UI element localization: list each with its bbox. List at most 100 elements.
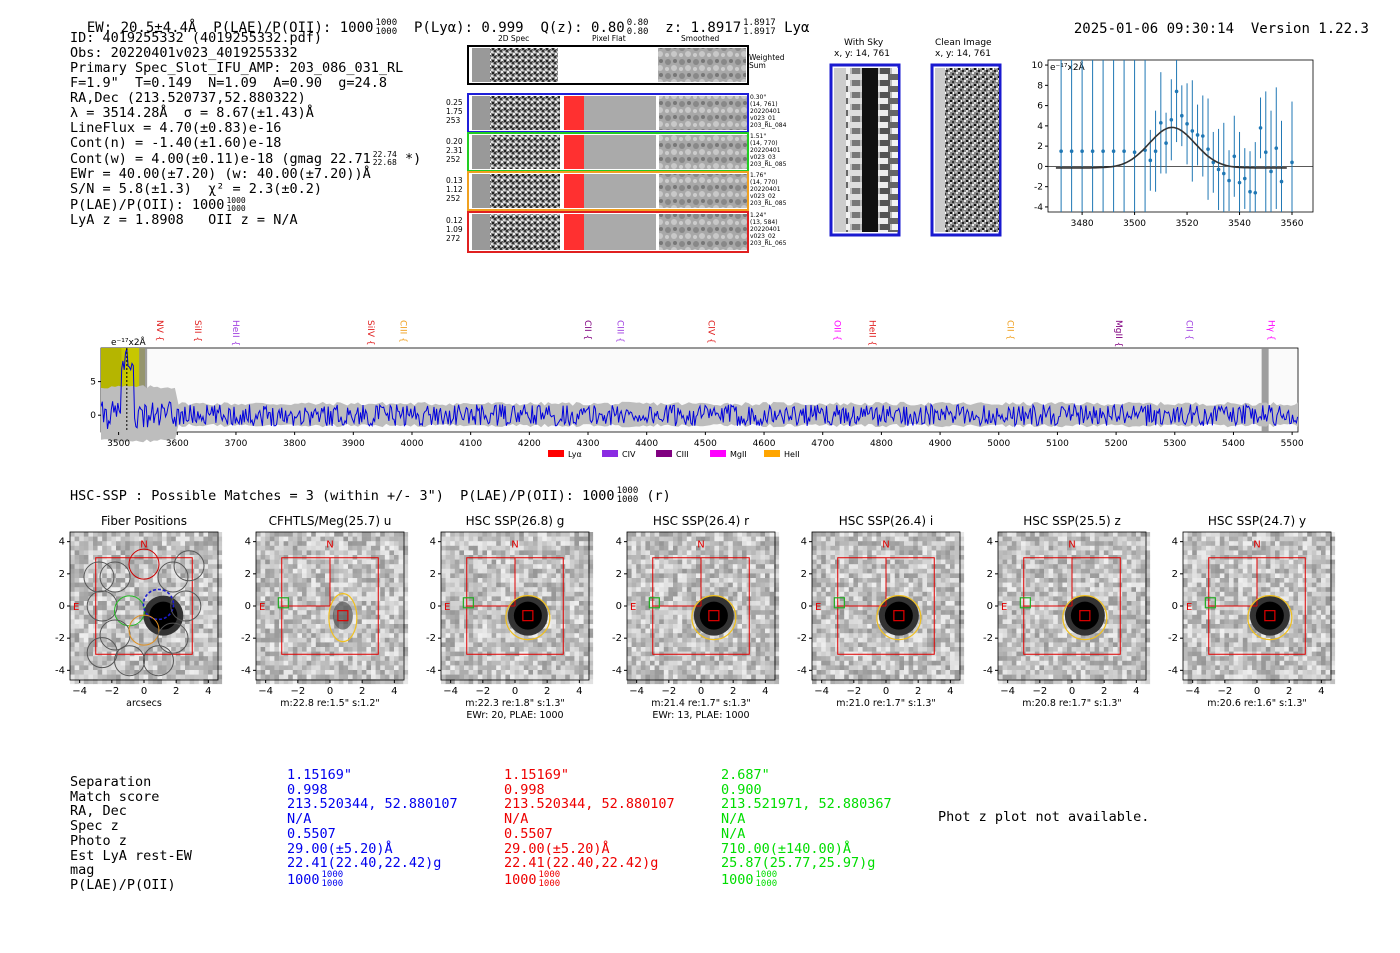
hsc-fiber-circle	[170, 590, 202, 622]
hsc-target-marker	[1264, 610, 1276, 622]
hsc-ytick-label: -2	[55, 633, 65, 644]
hsc-ytick-label: -2	[1168, 633, 1178, 644]
with-sky-image	[829, 63, 901, 237]
hsc-xtick-label: −4	[814, 686, 829, 697]
linefit-xtick-label: 3500	[1123, 219, 1146, 229]
hsc-ytick-label: 4	[430, 537, 436, 548]
cutout-row-left-label: 0.20 2.31 252	[446, 137, 463, 164]
linefit-point	[1237, 180, 1242, 185]
fullspec-line-label: CIII {	[614, 320, 624, 343]
cutout-row-right-label: 0.30" (14, 761) 20220401 v023_01 203_RL_…	[750, 94, 787, 129]
hsc-panel-caption-2: EWr: 13, PLAE: 1000	[652, 710, 749, 721]
hsc-east-label: E	[1186, 602, 1192, 613]
timestamp: 2025-01-06 09:30:14	[1073, 21, 1235, 37]
header-ew: EW: 20.5±4.4Å	[86, 20, 197, 36]
hsc-xtick-label: −2	[475, 686, 490, 697]
hsc-panel-2: HSC SSP(26.8) g N E 4 2 0 -2 -4 −4 −2 0 2 4 m:22.3 re…	[426, 514, 594, 721]
fullspec-xtick-label: 3800	[283, 439, 306, 449]
hsc-ytick-label: 4	[244, 537, 250, 548]
linefit-point	[1153, 149, 1158, 153]
fullspec-xtick-label: 4400	[635, 439, 658, 449]
hsc-galaxy	[332, 601, 353, 630]
hsc-galaxy-core	[699, 601, 728, 630]
fullspec-xtick-label: 4500	[694, 439, 717, 449]
hsc-panel-image	[255, 532, 408, 685]
hsc-xtick-label: −4	[72, 686, 87, 697]
linefit-ytick-label: 4	[1037, 122, 1043, 132]
fullspec-legend-swatch	[710, 450, 727, 457]
hsc-xtick-label: −2	[1217, 686, 1232, 697]
sky-panel: With Sky x, y: 14, 761 Clean Image x, y:…	[826, 38, 1006, 238]
hsc-ytick-label: 0	[801, 601, 807, 612]
match-value: 1000 1000 1000	[721, 869, 778, 889]
cutout-weighted-row	[467, 45, 749, 85]
linefit-point	[1174, 89, 1179, 94]
hsc-aperture-ellipse	[505, 595, 551, 641]
linefit-point	[1216, 167, 1221, 172]
fullspec-legend-swatch	[602, 450, 619, 457]
hsc-xtick-label: −4	[629, 686, 644, 697]
hsc-panel-caption-2: EWr: 20, PLAE: 1000	[466, 710, 563, 721]
fullspec-ytick-label: 0	[90, 411, 96, 421]
fullspec-ytick-label: 5	[90, 378, 96, 388]
hsc-ytick-label: -4	[1168, 665, 1178, 676]
fullspec-xtick-label: 5100	[1046, 439, 1069, 449]
fullspec-masked-band	[1261, 348, 1269, 432]
linefit-point	[1195, 133, 1200, 137]
hsc-green-marker	[462, 597, 474, 609]
linefit-gaussian-curve	[1055, 126, 1287, 169]
info-lineflux: LineFlux = 4.70(±0.83)e-16	[70, 120, 282, 136]
fullspec-xtick-label: 4700	[811, 439, 834, 449]
info-ewr: EWr = 40.00(±7.20) (w: 40.00(±7.20))Å	[70, 166, 371, 182]
hsc-xtick-label: 2	[729, 686, 735, 697]
linefit-ytick-label: -4	[1034, 203, 1043, 213]
hsc-xtick-label: 0	[512, 686, 518, 697]
with-sky-xy: x, y: 14, 761	[834, 49, 890, 59]
linefit-scale-label: e⁻¹⁷x2Å	[1050, 61, 1086, 73]
hsc-ytick-label: 0	[59, 601, 65, 612]
cutout-header-smoothed: Smoothed	[681, 34, 720, 43]
hsc-panel-title: HSC SSP(24.7) y	[1208, 514, 1306, 528]
hsc-ytick-label: 2	[615, 569, 621, 580]
linefit-ytick-label: 0	[1037, 162, 1043, 172]
linefit-ytick-label: 2	[1037, 142, 1043, 152]
match-row-label: Spec z	[70, 818, 119, 835]
hsc-panel-6: HSC SSP(24.7) y N E 4 2 0 -2 -4 −4 −2 0 2 4 m:20.6 re…	[1168, 514, 1336, 709]
hsc-fiber-circle	[128, 548, 160, 580]
fullspec-xtick-label: 4200	[518, 439, 541, 449]
fullspec-line-label: CII {	[1005, 320, 1015, 340]
match-row-label: Match score	[70, 788, 160, 805]
cutout-header-pixelflat: Pixel Flat	[592, 34, 626, 43]
hsc-xtick-label: 2	[1286, 686, 1292, 697]
info-params: F=1.9" T=0.149 N=1.09 A=0.90 g=24.8	[70, 75, 387, 91]
header-right: 2025-01-06 09:30:14 Version 1.22.3	[1057, 5, 1369, 37]
hsc-galaxy-core	[1255, 601, 1284, 630]
fullspec-legend-label: HeII	[784, 450, 800, 459]
match-row-label: Photo z	[70, 832, 127, 849]
linefit-xtick-label: 3560	[1281, 219, 1304, 229]
hsc-ytick-label: -4	[983, 665, 993, 676]
match-value: N/A	[287, 811, 312, 828]
linefit-point	[1169, 117, 1174, 122]
match-value: N/A	[721, 811, 746, 828]
fullspec-xtick-label: 3600	[166, 439, 189, 449]
version: Version 1.22.3	[1250, 21, 1369, 37]
fullspec-line-label: NV {	[154, 320, 164, 341]
header-qz-frac: 0.80 0.80	[626, 18, 649, 37]
linefit-xtick-label: 3480	[1071, 219, 1094, 229]
linefit-point	[1248, 189, 1252, 194]
hsc-panel-title: Fiber Positions	[101, 514, 187, 528]
hsc-xtick-label: −4	[1000, 686, 1015, 697]
hsc-galaxy-core	[884, 601, 913, 630]
linefit-xtick-label: 3520	[1176, 219, 1199, 229]
match-col-3: 2.687" 0.900 213.521971, 52.880367 N/A N/A 71…	[721, 768, 892, 889]
match-value: 25.87(25.77,25.97)g	[721, 855, 876, 872]
hsc-ytick-label: -2	[797, 633, 807, 644]
hsc-panel-title: HSC SSP(26.4) r	[652, 514, 748, 528]
fullspec-spectrum-line	[100, 348, 1299, 429]
linefit-point	[1190, 129, 1195, 133]
cutout-row-left-label: 0.12 1.09 272	[446, 216, 463, 243]
hsc-ytick-label: -4	[612, 665, 622, 676]
hsc-north-label: N	[697, 540, 704, 551]
cutout-row-2	[467, 132, 749, 172]
